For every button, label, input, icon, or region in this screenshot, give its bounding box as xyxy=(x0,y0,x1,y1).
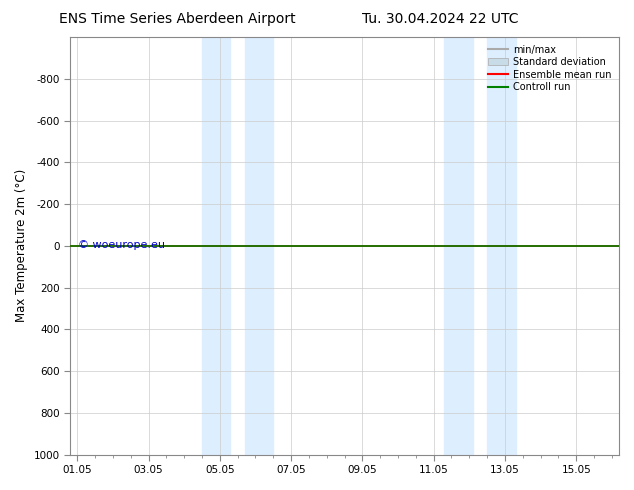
Bar xyxy=(444,37,473,455)
Text: Tu. 30.04.2024 22 UTC: Tu. 30.04.2024 22 UTC xyxy=(363,12,519,26)
Y-axis label: Max Temperature 2m (°C): Max Temperature 2m (°C) xyxy=(15,169,28,322)
Bar xyxy=(245,37,273,455)
Text: © woeurope.eu: © woeurope.eu xyxy=(79,240,165,250)
Legend: min/max, Standard deviation, Ensemble mean run, Controll run: min/max, Standard deviation, Ensemble me… xyxy=(486,42,614,95)
Text: ENS Time Series Aberdeen Airport: ENS Time Series Aberdeen Airport xyxy=(59,12,296,26)
Bar xyxy=(487,37,515,455)
Bar xyxy=(202,37,231,455)
